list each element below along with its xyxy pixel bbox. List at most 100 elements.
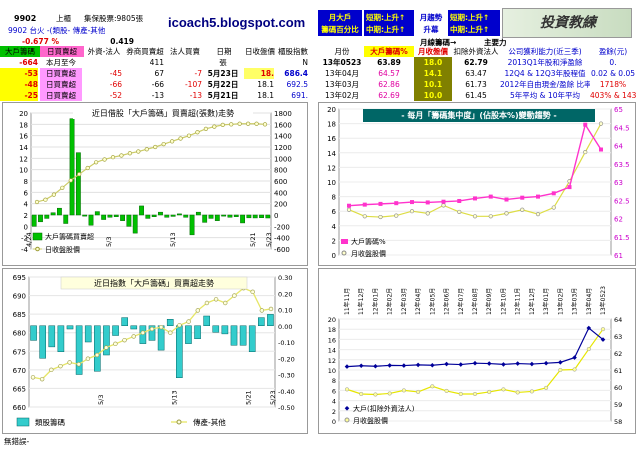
x-tick-label: 12年08月 xyxy=(471,288,479,315)
bar xyxy=(103,325,110,356)
right-table-cell: 12Q4 & 12Q3年股程值 xyxy=(504,69,586,78)
bar xyxy=(212,325,220,333)
left-tick-label: 4 xyxy=(24,201,29,209)
bar xyxy=(157,325,165,351)
bar xyxy=(170,214,176,217)
left-table-cell xyxy=(84,57,122,68)
left-table-cell: 18.1 xyxy=(257,91,274,100)
price-point xyxy=(346,207,352,212)
price-point xyxy=(387,391,392,396)
right-table-cell: 0. xyxy=(609,58,617,67)
banner-logo xyxy=(502,8,632,38)
bar xyxy=(258,317,265,326)
bar xyxy=(101,214,107,220)
x-tick-label: 12年01月 xyxy=(371,288,379,315)
bar xyxy=(248,325,256,352)
x-tick-label: 12年02月 xyxy=(386,288,394,315)
price-point xyxy=(501,387,506,392)
left-tick-label: 2 xyxy=(332,237,336,245)
left-table-cell: -66 xyxy=(151,80,164,89)
right-tick-label: 0.00 xyxy=(278,323,292,331)
holder-point xyxy=(599,147,603,152)
rt-h4: 公司獲利能力(近三季) xyxy=(508,47,582,56)
right-tick-label: -0.10 xyxy=(278,339,295,347)
x-tick-label: 13年01月 xyxy=(542,288,550,315)
bar xyxy=(195,211,201,216)
price-point xyxy=(359,391,364,397)
bar xyxy=(63,214,69,224)
x-tick-label: 5/21 xyxy=(244,390,252,405)
left-tick-label: 685 xyxy=(13,311,26,319)
price-point xyxy=(583,149,588,155)
index-point xyxy=(268,306,274,312)
change-pct: -0.677 % xyxy=(22,37,59,46)
legend-line-marker xyxy=(176,419,182,425)
price-point xyxy=(416,389,421,394)
left-table-cell: 411 xyxy=(149,58,164,67)
left-tick-label: 18 xyxy=(328,326,336,334)
bar xyxy=(113,214,119,217)
chart-bottom-left-svg: 695 690 685 680 675 670 665 660 0.30 0.20 0.10 0.00… xyxy=(13,274,295,427)
price-point xyxy=(472,391,478,397)
holder-point xyxy=(515,361,520,366)
left-tick-label: 2 xyxy=(332,408,336,416)
price-point xyxy=(34,199,40,205)
price-point xyxy=(119,153,124,158)
left-tick-label: 670 xyxy=(13,367,26,375)
price-point xyxy=(220,122,225,128)
price-point xyxy=(488,214,493,219)
right-table-cell: 63.89 xyxy=(377,58,401,67)
chart-top-left-svg: 20181614121086420-2-41800160014001200100… xyxy=(19,107,292,254)
holder-point xyxy=(457,198,462,203)
bar xyxy=(30,325,37,341)
x-tick-label: 11年12月 xyxy=(357,288,365,315)
holder-point xyxy=(488,194,493,199)
bar xyxy=(189,214,195,236)
bar xyxy=(158,211,163,216)
lt-h0: 大戶籌碼 xyxy=(0,46,40,57)
bar xyxy=(194,325,201,339)
index-point xyxy=(195,308,200,313)
rt-h3: 扣除外資法人 xyxy=(453,47,499,56)
right-tick-label: 63 xyxy=(614,179,623,187)
lt-h5: 日期 xyxy=(216,47,232,56)
bar xyxy=(107,214,113,218)
price-point xyxy=(515,390,520,395)
x-tick-label: 5/3 xyxy=(105,237,113,247)
price-point xyxy=(520,207,525,212)
price-point xyxy=(43,197,48,202)
price-point xyxy=(558,367,563,373)
rise-label: 升幕 xyxy=(423,25,439,34)
right-tick-label: -0.30 xyxy=(278,372,295,380)
bar xyxy=(202,214,208,223)
holder-point xyxy=(543,360,549,366)
price-point xyxy=(212,124,217,129)
right-tick-label: -0.20 xyxy=(278,355,295,363)
tag-main-2: 籌碼百分比 xyxy=(321,25,359,34)
left-table-cell: 18.1 xyxy=(257,80,274,89)
left-tick-label: 12 xyxy=(327,164,336,172)
x-tick-label: 12年05月 xyxy=(428,288,436,315)
left-tick-label: 8 xyxy=(24,178,28,186)
index-point xyxy=(259,308,265,313)
left-table-cell: 張 xyxy=(219,58,227,67)
x-tick-label: 11年11月 xyxy=(343,288,351,315)
price-point xyxy=(394,213,399,218)
left-table-cell: 686.4 xyxy=(284,69,308,78)
left-table-cell: -664 xyxy=(0,57,38,68)
lt-h6: 日收盤價 xyxy=(245,47,275,56)
index-point xyxy=(168,330,173,335)
x-tick-label: 5/23 xyxy=(269,390,277,405)
holder-point xyxy=(529,361,535,367)
right-tick-label: 0.30 xyxy=(278,274,292,282)
price-point xyxy=(51,192,56,197)
index-point xyxy=(58,363,63,369)
right-tick-label: 61 xyxy=(614,367,622,375)
bar xyxy=(75,152,81,216)
blog-url[interactable]: icoach5.blogspot.com xyxy=(168,15,306,30)
month-large-label: 月線籌碼→ xyxy=(420,38,457,47)
bar xyxy=(203,315,210,326)
right-tick-label: 1400 xyxy=(274,133,292,141)
rt-h1: 大戶籌碼% xyxy=(364,46,414,57)
left-tick-label: 20 xyxy=(328,316,336,324)
